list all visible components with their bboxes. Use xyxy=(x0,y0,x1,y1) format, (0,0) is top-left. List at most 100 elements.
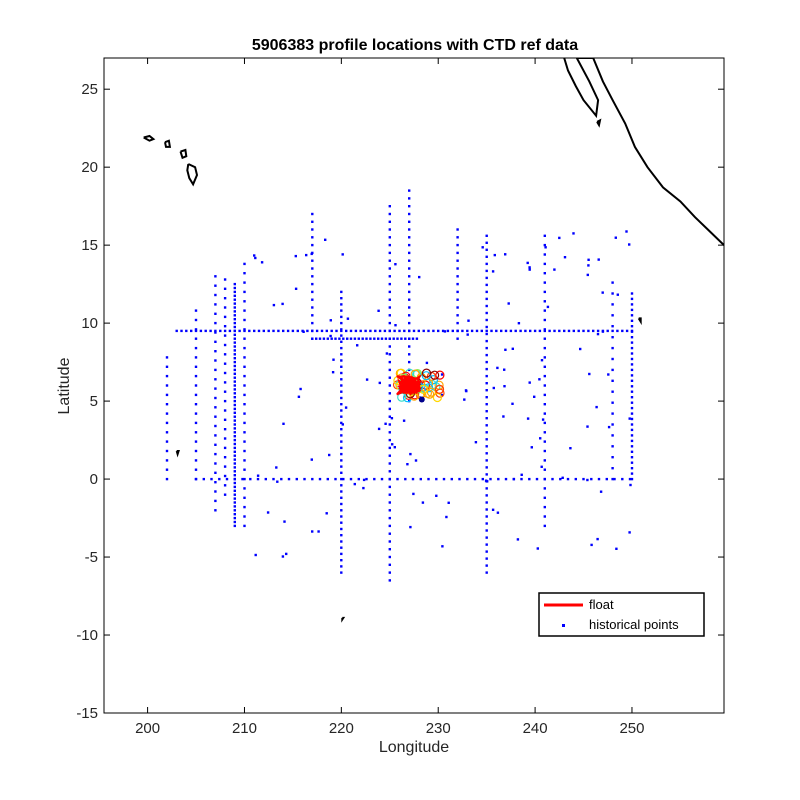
historical-point xyxy=(340,509,343,512)
historical-point xyxy=(630,450,634,453)
historical-point xyxy=(311,290,314,294)
historical-point xyxy=(340,559,343,562)
historical-point xyxy=(233,353,236,356)
coastline-hawaii-big xyxy=(186,163,199,187)
historical-point xyxy=(388,267,391,270)
historical-point xyxy=(630,357,634,361)
historical-point xyxy=(233,431,236,434)
historical-point xyxy=(233,306,236,309)
historical-point xyxy=(324,238,327,241)
historical-point xyxy=(233,419,236,422)
float-profile-marker xyxy=(421,380,431,390)
historical-point xyxy=(317,530,320,533)
historical-point xyxy=(540,465,543,468)
historical-point xyxy=(388,329,391,333)
historical-point xyxy=(190,329,193,333)
historical-point xyxy=(456,306,459,309)
historical-point xyxy=(485,536,488,539)
historical-point xyxy=(611,477,614,481)
historical-point xyxy=(630,303,634,306)
historical-point xyxy=(538,378,541,381)
historical-point xyxy=(611,336,614,339)
historical-point xyxy=(199,329,203,333)
historical-point xyxy=(543,329,546,333)
historical-point xyxy=(165,356,169,359)
historical-point xyxy=(388,431,391,434)
historical-point xyxy=(543,309,546,312)
historical-point xyxy=(223,278,227,281)
historical-point xyxy=(311,243,314,247)
historical-point xyxy=(311,220,314,223)
historical-point xyxy=(596,329,600,333)
historical-point xyxy=(340,340,343,343)
historical-point xyxy=(611,314,614,317)
historical-point xyxy=(456,228,459,231)
historical-point xyxy=(296,329,299,333)
historical-point xyxy=(380,337,384,340)
historical-point xyxy=(214,284,217,287)
historical-point xyxy=(388,454,391,457)
historical-point xyxy=(408,197,411,200)
historical-point xyxy=(340,359,343,362)
historical-point xyxy=(588,372,591,376)
historical-point xyxy=(243,262,246,266)
historical-point xyxy=(233,520,236,524)
historical-point xyxy=(517,322,521,325)
historical-point xyxy=(253,329,256,333)
historical-point xyxy=(228,329,232,333)
historical-point xyxy=(373,477,376,481)
historical-point xyxy=(528,268,531,271)
historical-point xyxy=(586,425,589,428)
historical-point xyxy=(243,431,246,434)
historical-point xyxy=(485,564,488,567)
historical-point xyxy=(558,329,561,333)
historical-point xyxy=(223,456,227,459)
historical-point xyxy=(388,376,391,379)
historical-point xyxy=(233,466,236,469)
historical-point xyxy=(524,329,527,333)
historical-point xyxy=(425,361,429,365)
historical-point xyxy=(243,468,246,471)
historical-point xyxy=(329,319,332,322)
historical-point xyxy=(563,329,566,333)
historical-point xyxy=(614,236,617,239)
historical-point xyxy=(456,337,459,340)
historical-point xyxy=(418,275,421,279)
historical-point xyxy=(340,403,343,406)
historical-point xyxy=(388,282,391,286)
float-track-layer xyxy=(392,368,445,403)
historical-point xyxy=(340,565,343,568)
historical-point xyxy=(311,329,314,333)
historical-point xyxy=(233,364,236,368)
historical-point xyxy=(340,329,343,333)
historical-point xyxy=(243,393,246,397)
historical-point xyxy=(538,329,542,333)
historical-point xyxy=(403,329,406,333)
historical-point xyxy=(233,310,236,313)
historical-point xyxy=(223,297,227,300)
historical-point xyxy=(218,477,221,481)
historical-point xyxy=(630,346,634,350)
historical-point xyxy=(276,480,279,483)
historical-point xyxy=(286,329,290,333)
historical-point xyxy=(394,324,397,327)
historical-point xyxy=(502,415,505,418)
historical-point xyxy=(233,321,236,325)
historical-point xyxy=(390,417,394,420)
historical-point xyxy=(559,477,562,481)
historical-point xyxy=(223,409,227,412)
historical-point xyxy=(241,477,244,481)
historical-point xyxy=(491,508,495,511)
historical-point xyxy=(223,399,227,403)
historical-point xyxy=(543,262,546,266)
historical-point xyxy=(546,305,550,309)
historical-point xyxy=(233,380,236,383)
y-axis-label: Latitude xyxy=(56,357,73,414)
historical-point xyxy=(214,406,217,409)
historical-point xyxy=(422,329,425,333)
historical-point xyxy=(194,421,198,425)
historical-point xyxy=(587,329,590,333)
historical-point xyxy=(346,337,349,340)
y-tick-label: 20 xyxy=(81,159,98,176)
historical-point xyxy=(539,437,542,440)
